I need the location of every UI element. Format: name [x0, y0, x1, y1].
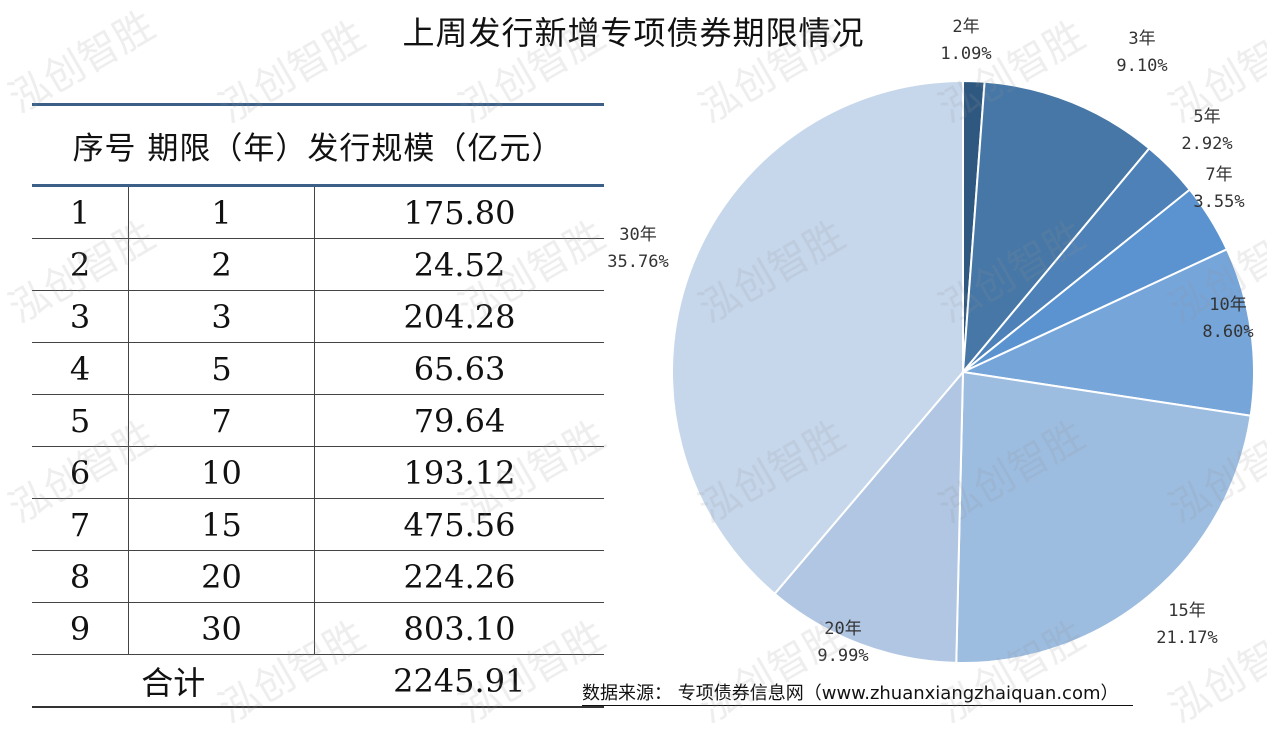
header-amount: 发行规模（亿元） [307, 130, 564, 167]
table-total-row: 合计 2245.91 [32, 654, 604, 708]
pie-slice [773, 369, 965, 664]
slice-label: 3年 [1128, 29, 1155, 49]
pie-slice [961, 80, 1151, 376]
issuance-table: 序号 期限（年）发行规模（亿元） 1 1 175.80 2 2 24.52 3 3 204.28… [32, 103, 604, 708]
row-amount: 475.56 [314, 498, 604, 551]
slice-label: 5年 [1193, 107, 1220, 127]
row-term: 3 [128, 290, 315, 343]
slice-percent: 35.76% [607, 252, 668, 272]
row-amount: 79.64 [314, 394, 604, 447]
row-term: 7 [128, 394, 315, 447]
row-term: 1 [128, 185, 315, 239]
header-index: 序号 [72, 130, 137, 167]
slice-label: 10年 [1209, 295, 1246, 315]
row-index: 9 [32, 602, 129, 655]
pie-labels: 2年 1.09% 3年 9.10% 5年 2.92% 7年 3.55% 10年 8.60% 15年 2… [607, 17, 1253, 666]
slice-percent: 3.55% [1193, 192, 1244, 212]
row-index: 6 [32, 446, 129, 499]
row-index: 4 [32, 342, 129, 395]
chart-title: 上周发行新增专项债券期限情况 [402, 14, 865, 52]
pie-slice [959, 247, 1255, 417]
row-term: 15 [128, 498, 315, 551]
pie-slice [671, 79, 964, 596]
slice-label: 15年 [1168, 601, 1205, 621]
row-index: 2 [32, 238, 129, 291]
pie-slices [671, 79, 1255, 664]
table-row: 7 15 475.56 [32, 498, 604, 551]
row-amount: 204.28 [314, 290, 604, 343]
table-row: 9 30 803.10 [32, 602, 604, 655]
row-amount: 65.63 [314, 342, 604, 395]
row-term: 5 [128, 342, 315, 395]
row-index: 5 [32, 394, 129, 447]
pie-chart: 2年 1.09% 3年 9.10% 5年 2.92% 7年 3.55% 10年 8.60% 15年 2… [607, 17, 1255, 666]
table-header-row: 序号 期限（年）发行规模（亿元） [32, 103, 604, 187]
header-term: 期限（年） [147, 130, 308, 167]
total-label: 合计 [32, 654, 315, 708]
slice-label: 2年 [952, 17, 979, 37]
slice-label: 30年 [619, 225, 656, 245]
row-term: 2 [128, 238, 315, 291]
table-row: 6 10 193.12 [32, 446, 604, 499]
row-amount: 24.52 [314, 238, 604, 291]
slice-percent: 1.09% [940, 44, 991, 64]
pie-slice [955, 370, 1252, 664]
data-source: 数据来源： 专项债券信息网（www.zhuanxiangzhaiquan.com… [582, 679, 1133, 706]
slice-percent: 8.60% [1202, 322, 1253, 342]
row-term: 10 [128, 446, 315, 499]
table-row: 2 2 24.52 [32, 238, 604, 291]
row-term: 20 [128, 550, 315, 603]
row-term: 30 [128, 602, 315, 655]
total-value: 2245.91 [314, 654, 604, 708]
row-index: 1 [32, 185, 129, 239]
slice-percent: 9.99% [817, 646, 868, 666]
table-row: 1 1 175.80 [32, 185, 604, 239]
table-header: 序号 期限（年）发行规模（亿元） [32, 103, 604, 187]
row-amount: 224.26 [314, 550, 604, 603]
slice-percent: 21.17% [1156, 628, 1217, 648]
row-amount: 193.12 [314, 446, 604, 499]
row-index: 3 [32, 290, 129, 343]
slice-percent: 2.92% [1181, 134, 1232, 154]
table-row: 4 5 65.63 [32, 342, 604, 395]
row-amount: 175.80 [314, 185, 604, 239]
table-row: 5 7 79.64 [32, 394, 604, 447]
slice-percent: 9.10% [1116, 56, 1167, 76]
row-index: 8 [32, 550, 129, 603]
slice-label: 7年 [1205, 165, 1232, 185]
row-index: 7 [32, 498, 129, 551]
table-row: 8 20 224.26 [32, 550, 604, 603]
slice-label: 20年 [824, 619, 861, 639]
table-row: 3 3 204.28 [32, 290, 604, 343]
row-amount: 803.10 [314, 602, 604, 655]
